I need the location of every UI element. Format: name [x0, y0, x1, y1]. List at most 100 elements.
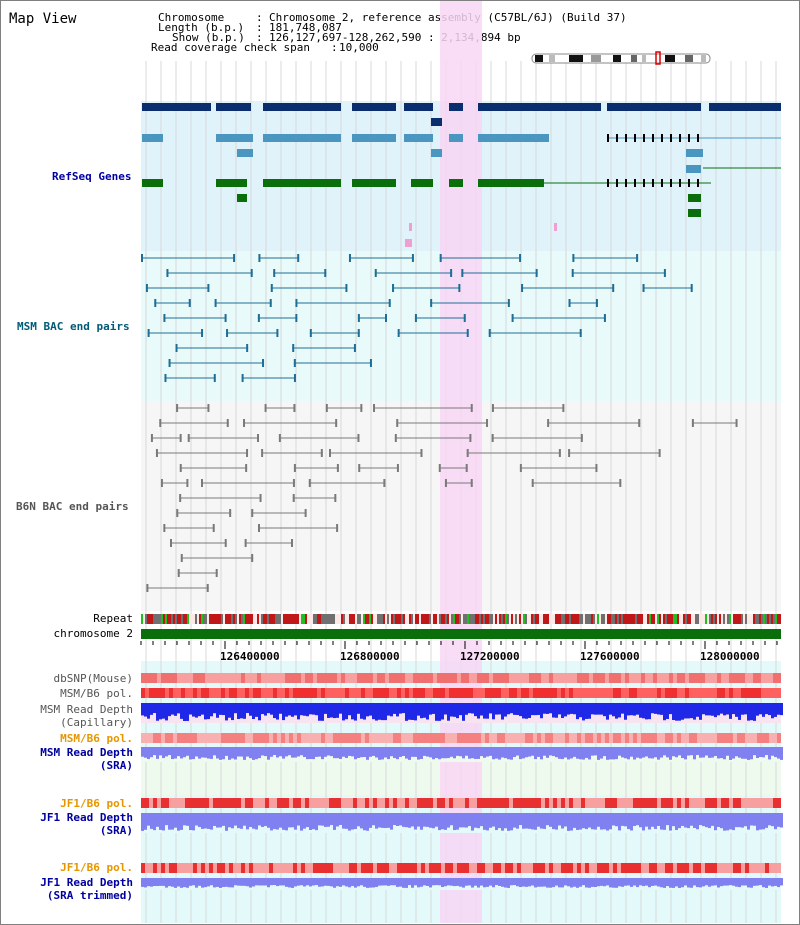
b6n-bac-pair-end [691, 419, 694, 427]
ideogram-band [569, 55, 583, 62]
jf1-pol-trim-segment [325, 863, 329, 873]
repeat-element [603, 614, 605, 624]
msm-pol-segment [305, 688, 309, 698]
msm-pol-sra-segment [461, 733, 465, 743]
jf1-trim-depth-bar [300, 878, 303, 886]
b6n-bac-pair-end [383, 479, 386, 487]
msm-pol-segment [609, 688, 613, 698]
repeat-element [323, 614, 325, 624]
dbsnp-segment [221, 673, 225, 683]
jf1-sra-depth-bar [660, 813, 663, 830]
jf1-sra-depth-bar [633, 813, 636, 827]
jf1-sra-depth-bar [336, 813, 339, 827]
msm-bac-pair-end [603, 314, 606, 322]
repeat-element [647, 614, 649, 624]
repeat-element [499, 614, 501, 624]
axis-tick-label: 127600000 [580, 650, 640, 663]
dbsnp-segment [305, 673, 309, 683]
jf1-pol-segment [685, 798, 689, 808]
jf1-pol-trim-segment [401, 863, 405, 873]
b6n-bac-pair-end [278, 434, 281, 442]
jf1-sra-depth-bar [537, 813, 540, 827]
repeat-element [315, 614, 317, 624]
jf1-trim-depth-bar [684, 878, 687, 886]
msm-pol-sra-segment [233, 733, 237, 743]
msm-sra-depth-bar [525, 747, 528, 758]
msm-pol-segment [429, 688, 433, 698]
jf1-pol-segment [677, 798, 681, 808]
b6n-bac-pair-end [562, 404, 565, 412]
repeat-element [409, 614, 411, 624]
msm-capillary-depth-bar [582, 703, 585, 721]
msm-sra-depth-bar [387, 747, 390, 760]
jf1-pol-trim-segment [477, 863, 481, 873]
jf1-sra-depth-bar [384, 813, 387, 829]
msm-sra-depth-bar [696, 747, 699, 756]
msm-capillary-depth-bar [318, 703, 321, 721]
repeat-element [677, 614, 679, 624]
msm-sra-depth-bar [417, 747, 420, 760]
msm-pol-sra-segment [605, 733, 609, 743]
msm-capillary-depth-bar [639, 703, 642, 718]
msm-bac-pair-end [374, 269, 377, 277]
repeat-element [339, 614, 341, 624]
msm-sra-depth-bar [756, 747, 759, 759]
msm-sra-depth-bar [408, 747, 411, 760]
jf1-pol-trim-segment [753, 863, 757, 873]
repeat-element [627, 614, 629, 624]
jf1-sra-depth-bar [519, 813, 522, 826]
msm-capillary-depth-bar [591, 703, 594, 715]
gene-block [237, 194, 247, 202]
msm-capillary-depth-bar [522, 703, 525, 719]
jf1-pol-segment [637, 798, 641, 808]
gene-block [237, 149, 253, 157]
jf1-trim-depth-bar [690, 878, 693, 888]
msm-pol-sra-segment [765, 733, 769, 743]
msm-capillary-depth-bar [213, 703, 216, 714]
repeat-element [309, 614, 311, 624]
jf1-trim-depth-bar [675, 878, 678, 887]
repeat-element [193, 614, 195, 624]
msm-pol-segment [529, 688, 533, 698]
msm-capillary-depth-bar [300, 703, 303, 716]
msm-pol-sra-segment [533, 733, 537, 743]
msm-capillary-depth-bar [234, 703, 237, 714]
msm-pol-sra-segment [381, 733, 385, 743]
msm-pol-sra-segment [741, 733, 745, 743]
msm-sra-depth-bar [459, 747, 462, 757]
msm-capillary-depth-bar [681, 703, 684, 720]
dbsnp-segment [261, 673, 265, 683]
msm-pol-sra-segment [529, 733, 533, 743]
jf1-pol-trim-segment [525, 863, 529, 873]
msm-capillary-depth-bar [417, 703, 420, 716]
msm-capillary-depth-bar [345, 703, 348, 720]
repeat-element [287, 614, 289, 624]
msm-pol-segment [173, 688, 177, 698]
repeat-element [747, 614, 749, 624]
dbsnp-segment [353, 673, 357, 683]
msm-sra-depth-bar [573, 747, 576, 757]
msm-pol-sra-segment [485, 733, 489, 743]
dbsnp-segment [185, 673, 189, 683]
msm-bac-pair-end [295, 299, 298, 307]
msm-bac-pair-end [388, 299, 391, 307]
jf1-trim-depth-bar [237, 878, 240, 886]
msm-bac-pair-end [154, 299, 157, 307]
jf1-pol-trim-segment [729, 863, 733, 873]
msm-sra-depth-bar [753, 747, 756, 756]
dbsnp-segment [553, 673, 557, 683]
b6n-bac-pair-end [547, 419, 550, 427]
repeat-element [443, 614, 445, 624]
msm-pol-segment [541, 688, 545, 698]
dbsnp-segment [257, 673, 261, 683]
ideogram-band [701, 55, 706, 62]
msm-capillary-depth-bar [687, 703, 690, 719]
msm-capillary-depth-bar [180, 703, 183, 719]
gene-exon [625, 134, 627, 142]
msm-sra-depth-bar [213, 747, 216, 756]
msm-pol-sra-segment [433, 733, 437, 743]
repeat-element [769, 614, 771, 624]
jf1-sra-depth-bar [270, 813, 273, 831]
msm-pol-sra-segment [385, 733, 389, 743]
